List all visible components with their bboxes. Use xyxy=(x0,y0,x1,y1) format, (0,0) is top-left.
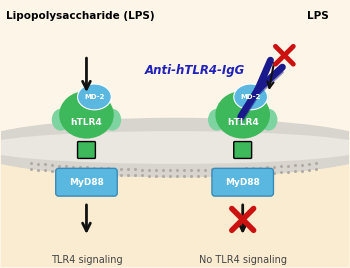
Ellipse shape xyxy=(208,109,226,131)
Text: hTLR4: hTLR4 xyxy=(71,118,102,127)
Text: MD-2: MD-2 xyxy=(240,94,261,100)
Text: LPS: LPS xyxy=(307,11,329,21)
Ellipse shape xyxy=(0,118,350,177)
Ellipse shape xyxy=(78,84,111,110)
Ellipse shape xyxy=(52,109,70,131)
FancyBboxPatch shape xyxy=(0,0,350,143)
Ellipse shape xyxy=(59,91,114,139)
Ellipse shape xyxy=(0,131,350,164)
FancyBboxPatch shape xyxy=(78,142,96,158)
Ellipse shape xyxy=(0,118,350,177)
Ellipse shape xyxy=(0,131,350,164)
FancyBboxPatch shape xyxy=(234,142,252,158)
FancyBboxPatch shape xyxy=(0,147,350,268)
Text: hTLR4: hTLR4 xyxy=(227,118,259,127)
Text: MD-2: MD-2 xyxy=(84,94,105,100)
Ellipse shape xyxy=(215,91,270,139)
Text: Anti-hTLR4-IgG: Anti-hTLR4-IgG xyxy=(145,64,245,77)
Text: MyD88: MyD88 xyxy=(225,178,260,187)
Text: TLR4 signaling: TLR4 signaling xyxy=(51,255,122,265)
FancyBboxPatch shape xyxy=(56,168,117,196)
Ellipse shape xyxy=(260,109,278,131)
Text: MyD88: MyD88 xyxy=(69,178,104,187)
Ellipse shape xyxy=(234,84,267,110)
Text: No TLR4 signaling: No TLR4 signaling xyxy=(199,255,287,265)
Text: Lipopolysaccharide (LPS): Lipopolysaccharide (LPS) xyxy=(6,11,155,21)
Ellipse shape xyxy=(103,109,121,131)
FancyBboxPatch shape xyxy=(212,168,273,196)
